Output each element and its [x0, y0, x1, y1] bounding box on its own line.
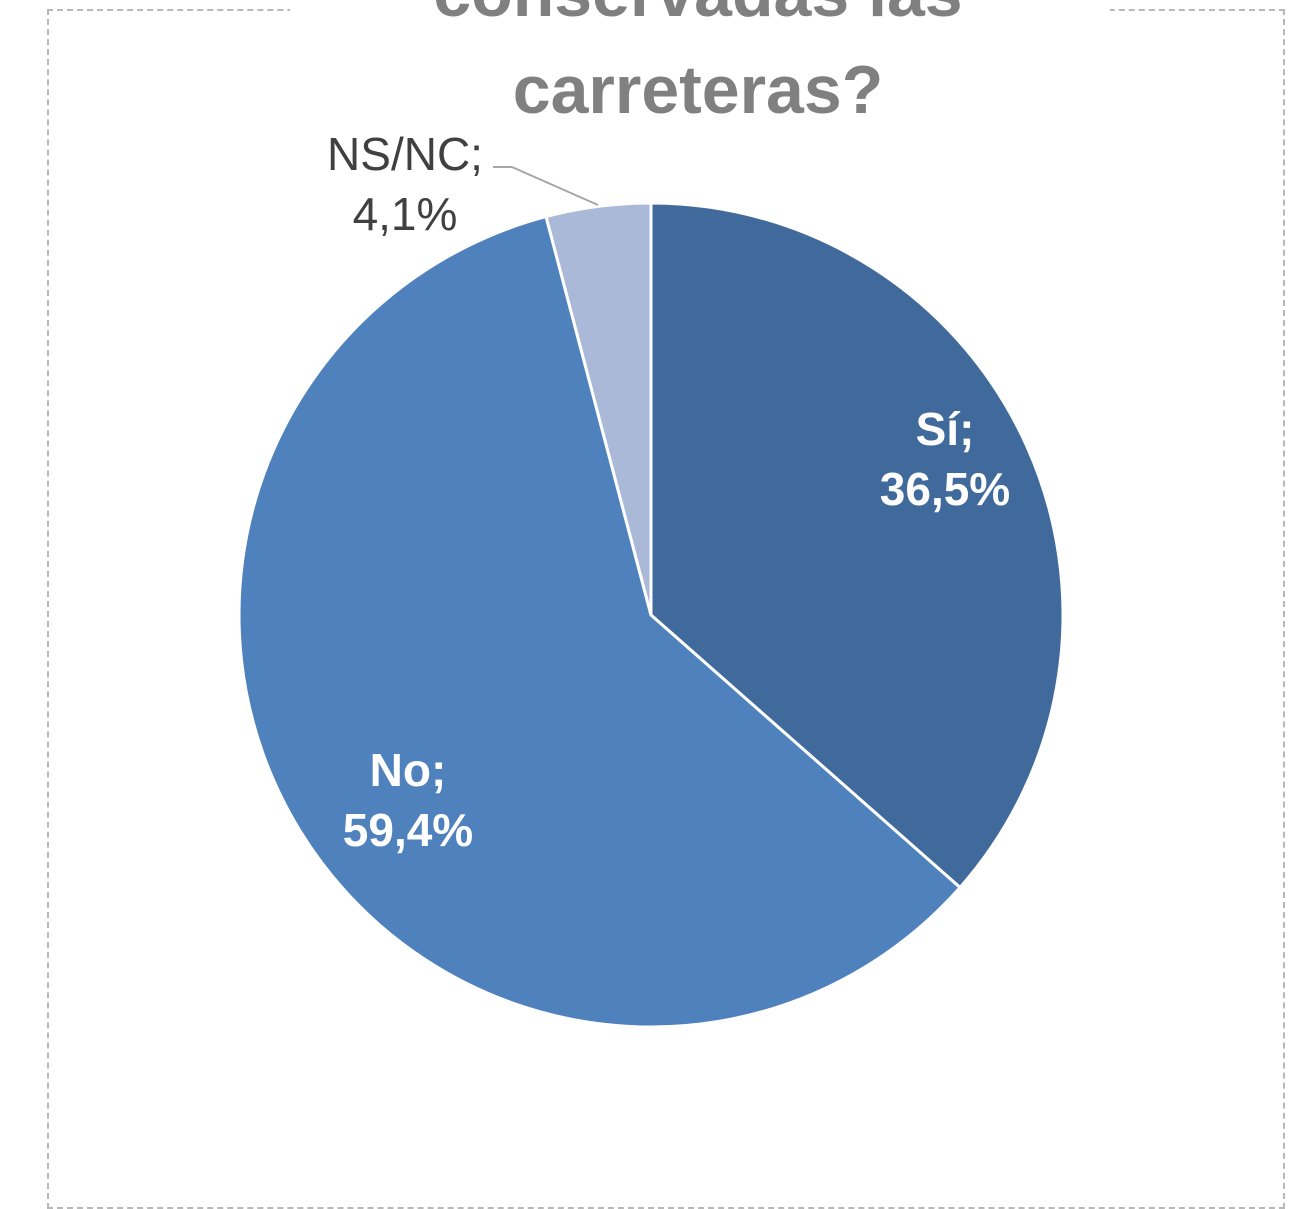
chart-title-line-2: carreteras?	[513, 52, 883, 128]
pie-slice-ns-nc	[544, 201, 653, 617]
slice-label-no-name: No;	[370, 744, 447, 796]
pie-slice-no	[237, 215, 962, 1029]
pie-chart: conservadas las carreteras? Sí; 36,5% No…	[237, 0, 1065, 1029]
slice-label-si-name: Sí;	[916, 403, 975, 455]
chart-title-line-1: conservadas las	[433, 0, 962, 31]
slice-label-no-value: 59,4%	[343, 804, 473, 856]
slice-label-si-value: 36,5%	[880, 463, 1010, 515]
pie-slice-s	[649, 201, 1065, 889]
slice-label-nsnc-value: 4,1%	[353, 188, 458, 240]
slice-label-nsnc-name: NS/NC;	[327, 128, 483, 180]
pie-slices	[237, 201, 1065, 1029]
leader-line-nsnc-diagonal	[511, 166, 599, 206]
